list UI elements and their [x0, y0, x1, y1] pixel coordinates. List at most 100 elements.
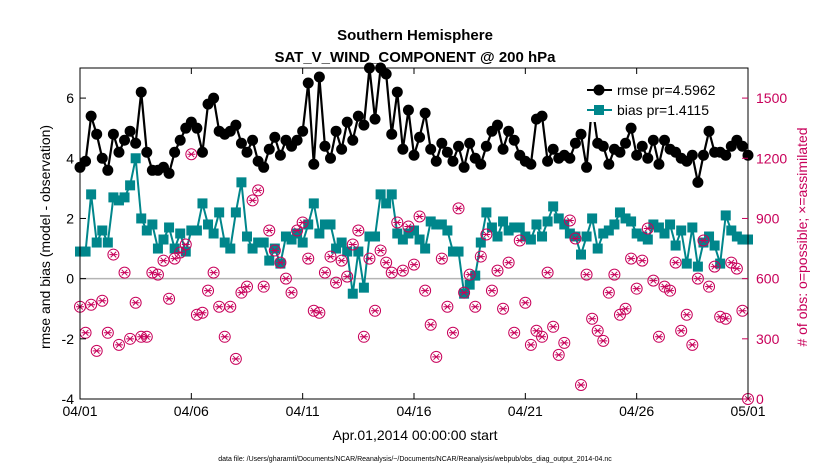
obs-cross — [243, 283, 251, 290]
bias-marker — [242, 231, 252, 242]
rmse-marker — [697, 149, 709, 161]
rmse-marker — [135, 86, 147, 98]
bias-marker — [486, 222, 497, 233]
obs-circle — [463, 268, 476, 281]
obs-cross — [565, 217, 574, 224]
bias-marker — [230, 207, 241, 218]
obs-circle — [374, 244, 387, 257]
obs-marker — [474, 250, 487, 263]
obs-marker — [318, 266, 331, 279]
obs-cross — [226, 303, 235, 310]
obs-circle — [318, 266, 331, 279]
rmse-marker — [464, 137, 476, 149]
obs-circle — [241, 280, 253, 293]
bias-marker — [208, 228, 219, 239]
obs-circle — [408, 258, 420, 271]
obs-cross — [465, 271, 474, 278]
y-axis-label: rmse and bias (model - observation) — [37, 125, 53, 349]
obs-marker — [179, 238, 192, 251]
bias-marker — [191, 225, 202, 236]
y2-tick-label: 600 — [756, 271, 780, 287]
obs-cross — [265, 227, 274, 234]
bias-marker — [269, 243, 280, 254]
legend: rmse pr=4.5962 bias pr=1.4115 — [583, 78, 739, 122]
obs-marker — [502, 256, 515, 269]
rmse-marker — [107, 128, 119, 140]
obs-circle — [307, 304, 320, 317]
obs-cross — [426, 321, 435, 328]
obs-circle — [541, 266, 554, 279]
obs-circle — [680, 308, 693, 321]
obs-circle — [257, 280, 270, 293]
obs-cross — [181, 241, 190, 248]
obs-marker — [708, 260, 721, 273]
bias-marker — [570, 231, 581, 242]
legend-rmse-marker — [593, 84, 605, 96]
obs-marker — [497, 302, 510, 315]
rmse-marker — [492, 119, 503, 131]
obs-circle — [118, 266, 131, 279]
obs-circle — [252, 184, 265, 197]
obs-circle — [391, 216, 404, 229]
obs-cross — [142, 333, 151, 340]
bias-marker — [553, 213, 564, 224]
obs-cross — [415, 213, 424, 220]
obs-circle — [703, 280, 716, 293]
obs-circle — [714, 310, 727, 323]
bias-marker — [431, 219, 442, 230]
obs-cross — [460, 289, 469, 296]
rmse-marker — [308, 158, 320, 170]
obs-circle — [474, 250, 487, 263]
rmse-marker — [686, 149, 698, 161]
obs-marker — [224, 300, 237, 313]
rmse-marker — [130, 137, 142, 149]
obs-cross — [270, 247, 279, 254]
rmse-marker — [458, 161, 470, 173]
obs-circle — [146, 266, 159, 279]
bias-marker — [186, 225, 197, 236]
obs-cross — [337, 257, 346, 264]
obs-marker — [563, 214, 576, 227]
bias-marker — [475, 237, 486, 248]
obs-marker — [79, 326, 92, 339]
bias-marker — [631, 228, 642, 239]
rmse-marker — [625, 122, 637, 134]
obs-marker — [157, 254, 170, 267]
obs-marker — [90, 344, 103, 357]
obs-cross — [304, 255, 313, 262]
bias-marker — [559, 219, 570, 230]
rmse-marker — [647, 134, 659, 146]
obs-circle — [491, 264, 504, 277]
bias-marker — [152, 243, 163, 254]
obs-marker — [357, 330, 370, 343]
bias-marker — [453, 246, 464, 257]
obs-circle — [469, 300, 482, 313]
rmse-marker — [430, 155, 442, 167]
rmse-marker — [536, 110, 548, 122]
obs-marker — [463, 268, 476, 281]
bias-marker — [319, 219, 330, 230]
obs-cross — [365, 255, 374, 262]
rmse-marker — [480, 140, 492, 152]
obs-cross — [432, 353, 441, 361]
bias-marker — [409, 225, 419, 236]
obs-circle — [558, 336, 571, 349]
bias-marker — [130, 153, 141, 164]
obs-marker — [552, 348, 565, 361]
obs-marker — [680, 308, 693, 321]
obs-marker — [279, 272, 292, 285]
obs-marker — [469, 300, 482, 313]
bias-marker — [164, 222, 175, 233]
obs-marker — [218, 330, 231, 343]
obs-circle — [708, 260, 721, 273]
rmse-marker — [386, 128, 398, 140]
bias-marker — [97, 225, 108, 236]
obs-circle — [229, 352, 242, 365]
obs-cross — [348, 241, 357, 248]
obs-marker — [686, 338, 699, 351]
rmse-marker — [564, 152, 576, 164]
obs-cross — [599, 337, 608, 344]
bias-marker — [704, 231, 715, 242]
rmse-marker — [597, 140, 609, 152]
obs-marker — [519, 296, 532, 309]
